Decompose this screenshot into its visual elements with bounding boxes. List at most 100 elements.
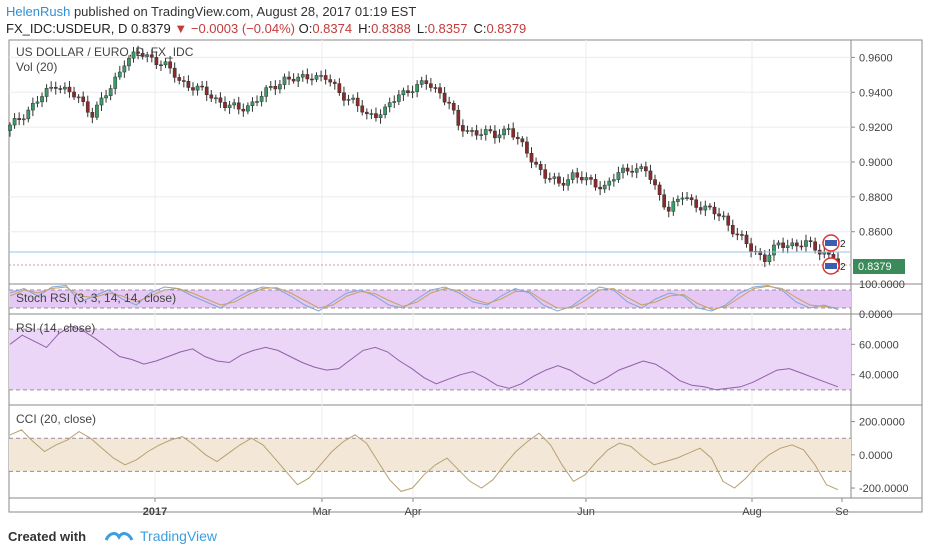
candle-body (332, 81, 337, 84)
candle-body (305, 74, 310, 80)
y-tick-label: 0.9400 (859, 87, 893, 99)
candle-body (337, 83, 342, 93)
candle-body (589, 177, 593, 180)
chart-canvas[interactable]: 0.9600 0.9400 0.9200 0.9000 0.8800 0.8600 0.83… (0, 0, 932, 522)
candle-body (131, 51, 136, 59)
candle-body (90, 112, 95, 118)
candle-body (360, 105, 365, 113)
candle-body (122, 65, 127, 73)
candle-body (63, 86, 67, 90)
candle-body (493, 130, 497, 139)
candle-body (154, 57, 159, 66)
indicator-title: RSI (14, close) (16, 321, 95, 335)
candle-body (136, 51, 140, 54)
price-change: −0.0003 (−0.04%) (190, 21, 295, 36)
candle-body (342, 92, 346, 101)
candle-body (113, 76, 118, 89)
indicator-band (9, 290, 851, 308)
candle-body (250, 101, 255, 106)
y-tick-label: 40.0000 (859, 370, 899, 382)
candle-body (639, 166, 644, 169)
candle-body (808, 240, 813, 243)
published-text: published on TradingView.com, August 28,… (73, 4, 417, 19)
candle-body (488, 129, 493, 132)
y-tick-label: 100.0000 (859, 279, 905, 291)
candle-body (200, 85, 204, 88)
candle-body (781, 242, 785, 248)
candle-body (721, 215, 726, 218)
candle-body (625, 167, 630, 172)
candle-body (451, 102, 456, 111)
candle-body (383, 106, 387, 115)
candle-body (181, 80, 186, 82)
x-tick-label: 2017 (143, 506, 167, 518)
candle-body (785, 245, 790, 248)
candle-body (602, 184, 607, 190)
candle-body (547, 178, 552, 180)
candle-body (40, 96, 44, 103)
candle-body (703, 205, 708, 211)
publish-line: HelenRush published on TradingView.com, … (6, 4, 416, 19)
candle-body (12, 118, 17, 126)
y-tick-label: 200.0000 (859, 417, 905, 429)
candle-body (246, 105, 250, 112)
candle-body (396, 94, 401, 102)
candle-body (621, 167, 625, 173)
candle-body (671, 201, 676, 212)
candle-body (575, 172, 580, 178)
candle-body (584, 177, 589, 181)
candle-body (319, 75, 323, 77)
candle-body (387, 102, 392, 108)
candle-body (762, 254, 767, 262)
symbol-label[interactable]: FX_IDC:USDEUR, D (6, 21, 128, 36)
candle-body (49, 86, 54, 89)
candle-body (515, 136, 520, 140)
candle-body (525, 141, 529, 154)
candle-body (520, 138, 525, 143)
flag-count: 2 (840, 262, 846, 273)
candle-body (186, 81, 191, 88)
candle-body (401, 90, 406, 96)
candle-body (328, 79, 333, 83)
candle-body (85, 101, 90, 113)
candle-body (168, 61, 172, 69)
candle-body (607, 180, 612, 186)
candle-body (53, 86, 58, 89)
candle-body (81, 96, 86, 102)
y-tick-label: 0.0000 (859, 450, 893, 462)
candle-body (172, 67, 177, 78)
candle-body (67, 86, 72, 93)
volume-indicator-label: Vol (20) (16, 60, 57, 74)
candle-body (209, 94, 214, 99)
tradingview-brand[interactable]: TradingView (140, 528, 218, 544)
candle-body (127, 58, 131, 67)
candle-body (662, 194, 667, 208)
candle-body (26, 109, 31, 120)
candle-body (195, 85, 200, 91)
candle-body (740, 234, 744, 236)
candle-body (264, 87, 269, 97)
ohlc-key: H: (358, 21, 372, 36)
ohlc-key: O: (298, 21, 313, 36)
candle-body (717, 213, 721, 217)
candle-body (648, 170, 653, 180)
candle-body (502, 128, 506, 136)
candle-body (291, 78, 296, 82)
candle-body (223, 102, 227, 109)
candle-body (374, 113, 378, 118)
candle-body (470, 130, 474, 132)
author-link[interactable]: HelenRush (6, 4, 71, 19)
candle-body (406, 90, 410, 94)
candle-body (241, 108, 246, 112)
candle-body (410, 91, 415, 94)
last-price-badge (853, 259, 905, 274)
x-tick-label: Se (835, 506, 848, 518)
tradingview-logo-icon[interactable] (104, 528, 134, 544)
candle-body (31, 103, 35, 111)
candle-body (415, 84, 419, 92)
candle-body (726, 215, 731, 226)
candle-body (534, 161, 538, 165)
candle-body (278, 84, 282, 90)
candle-body (557, 176, 561, 184)
y-tick-label: 0.0000 (859, 309, 893, 321)
